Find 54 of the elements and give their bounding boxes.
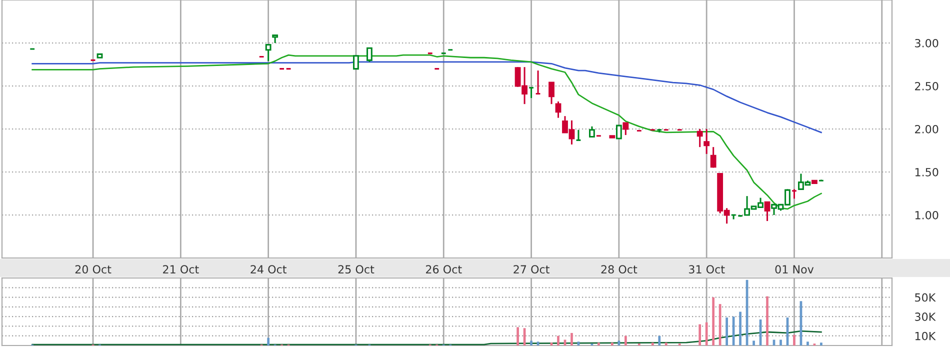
x-tick-label: 31 Oct <box>688 265 725 274</box>
candlestick <box>764 201 770 222</box>
y-tick-label: 2.00 <box>915 124 938 134</box>
line-series <box>32 61 822 134</box>
bar <box>793 334 796 346</box>
bar <box>705 322 708 346</box>
y-tick-label: 2.50 <box>915 82 938 90</box>
bar <box>766 296 768 346</box>
bar <box>752 340 755 346</box>
x-tick-label: 28 Oct <box>601 265 638 274</box>
line-series <box>32 330 822 346</box>
candlestick <box>555 100 562 119</box>
bar <box>739 312 742 346</box>
bar <box>611 342 614 346</box>
bar <box>780 340 782 346</box>
bar <box>267 338 270 346</box>
x-tick-label: 26 Oct <box>426 265 462 274</box>
candlestick <box>265 44 272 62</box>
bar <box>651 342 654 346</box>
x-tick-label: 21 Oct <box>163 265 199 274</box>
x-tick-label: 25 Oct <box>338 265 374 274</box>
candlestick <box>616 124 622 140</box>
bar <box>516 327 519 346</box>
bar <box>698 324 702 346</box>
bar <box>624 336 627 346</box>
candlestick <box>710 146 716 168</box>
y-tick-label: 30K <box>915 312 936 321</box>
bar <box>712 297 715 346</box>
line-series <box>32 54 822 210</box>
y-tick-label: 3.00 <box>915 38 938 48</box>
x-tick-label: 24 Oct <box>250 265 286 274</box>
x-tick-label: 27 Oct <box>514 265 550 274</box>
bar <box>570 332 573 346</box>
candlestick <box>353 55 359 70</box>
y-tick-label: 1.00 <box>915 210 938 220</box>
x-tick-label: 20 Oct <box>75 265 112 274</box>
y-tick-label: 50K <box>915 293 936 302</box>
candlestick <box>366 47 372 63</box>
y-tick-label: 1.50 <box>915 168 938 176</box>
bar <box>598 342 600 346</box>
candlestick <box>622 122 629 136</box>
bar <box>530 340 532 346</box>
bar <box>820 342 822 346</box>
x-tick-label: 01 Nov <box>775 265 814 274</box>
bar <box>557 336 560 346</box>
candlestick <box>696 128 703 148</box>
y-tick-label: 10K <box>915 332 936 340</box>
bar <box>664 342 668 346</box>
bar <box>658 336 661 346</box>
candlestick <box>548 82 554 105</box>
candlestick <box>704 128 710 155</box>
candlestick <box>589 126 595 138</box>
bar <box>806 342 809 346</box>
bar <box>726 318 728 346</box>
